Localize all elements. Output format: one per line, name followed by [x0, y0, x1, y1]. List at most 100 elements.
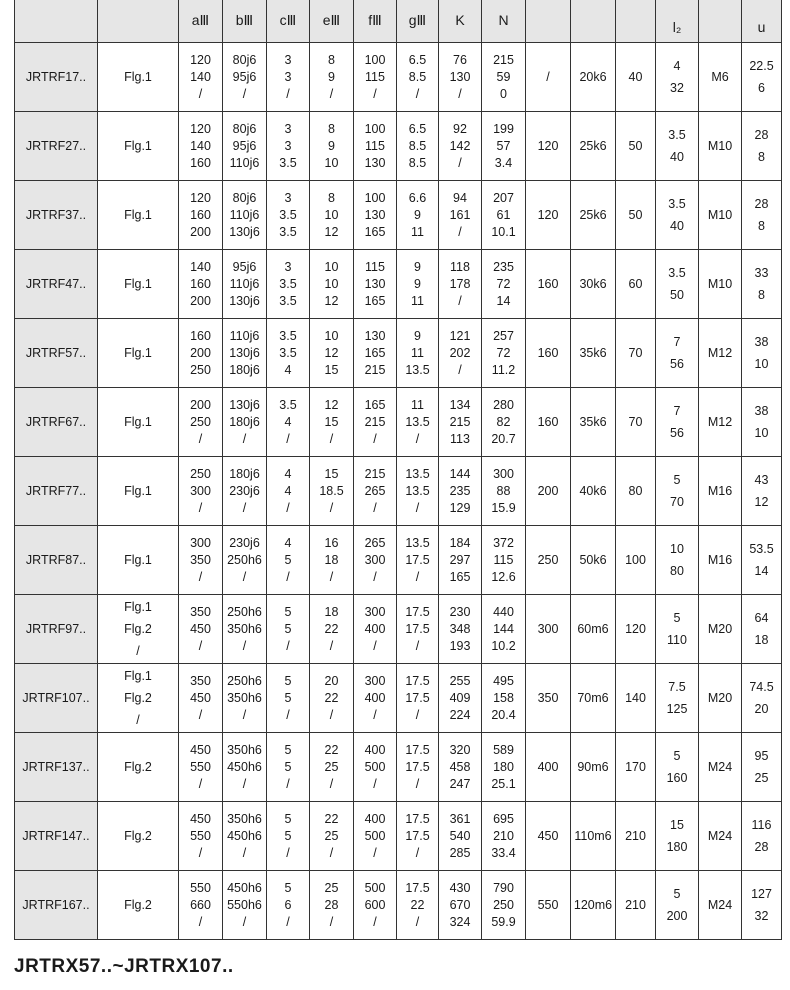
cell-value: 57	[496, 138, 511, 153]
cell-value: 695	[493, 811, 514, 826]
cell-g: 13.5 13.5 /	[396, 456, 439, 526]
column-header: K	[438, 0, 482, 43]
cell-value: 95	[754, 749, 769, 763]
cell-value: /	[198, 500, 203, 515]
cell-value: 300	[364, 552, 386, 567]
cell-f: 100 130 165	[353, 180, 397, 250]
cell-value: 25	[754, 771, 769, 785]
cell-a: 450 550 /	[178, 732, 223, 802]
cell-value: 10	[324, 276, 339, 291]
cell-value: Flg.1	[124, 207, 152, 222]
cell-value: 184	[449, 535, 471, 550]
cell-d: 50k6	[570, 525, 616, 595]
cell-value: 130j6	[229, 345, 260, 360]
table-row: JRTRF107.. Flg.1 Flg.2/350 450/250h6 350h6/5…	[14, 663, 782, 733]
cell-value: /	[329, 845, 334, 860]
cell-value: 8	[328, 190, 335, 205]
cell-value: 56	[670, 357, 684, 371]
cell-e: 8 9 10	[309, 111, 354, 181]
table-row: JRTRF77.. Flg.1 250 300 / 180j6 230j6 / 4 4 / 15 18.…	[14, 456, 782, 526]
cell-s: M12	[698, 387, 742, 457]
cell-value: 265	[364, 483, 386, 498]
cell-value: 400	[364, 621, 386, 636]
cell-s: M10	[698, 249, 742, 319]
cell-f: 115 130 165	[353, 249, 397, 319]
cell-value: 600	[364, 897, 386, 912]
cell-value: 22.5	[749, 59, 774, 73]
cell-value: 200	[190, 345, 211, 360]
cell-c: 3.5 4 /	[266, 387, 310, 457]
cell-value: /	[242, 914, 247, 929]
cell-a: 140 160 200	[178, 249, 223, 319]
cell-value: 300	[190, 483, 211, 498]
cell-g: 6.5 8.5 /	[396, 42, 439, 112]
cell-value: 59.9	[491, 914, 516, 929]
cell-value: 13.5	[405, 535, 430, 550]
cell-a: 300 350 /	[178, 525, 223, 595]
cell-b: 110j6 130j6 180j6	[222, 318, 267, 388]
cell-value: 25	[324, 828, 339, 843]
cell-value: 3.5	[668, 197, 686, 211]
cell-value: 350h6	[227, 690, 262, 705]
cell-d: 35k6	[570, 318, 616, 388]
cell-k: 134 215 113	[438, 387, 482, 457]
cell-value: 540	[449, 828, 471, 843]
cell-g: 13.5 17.5 /	[396, 525, 439, 595]
cell-value: 95j6	[232, 138, 257, 153]
cell-value: 116	[751, 818, 772, 832]
cell-value: 5	[284, 673, 292, 688]
cell-value: 33.4	[491, 845, 516, 860]
cell-g: 17.5 17.5 /	[396, 663, 439, 733]
cell-value: /	[242, 638, 247, 653]
cell-value: 230j6	[229, 483, 260, 498]
cell-value: /	[242, 845, 247, 860]
cell-value: 120	[190, 121, 211, 136]
cell-value: 33	[754, 266, 769, 280]
cell-value: 230	[449, 604, 471, 619]
cell-value: 0	[500, 86, 507, 101]
cell-value: /	[329, 638, 334, 653]
cell-c: 3.5 3.5 4	[266, 318, 310, 388]
cell-l: 40	[615, 42, 656, 112]
cell-value: Flg.1	[124, 345, 152, 360]
cell-e: 20 22 /	[309, 663, 354, 733]
cell-u: 22.5 6	[741, 42, 782, 112]
cell-c11: 120	[525, 180, 571, 250]
cell-c: 5 5 /	[266, 663, 310, 733]
cell-value: 82	[496, 414, 511, 429]
cell-l2: 15 180	[655, 801, 699, 871]
cell-s: M10	[698, 180, 742, 250]
cell-value: 235	[493, 259, 514, 274]
cell-f: 130 165 215	[353, 318, 397, 388]
cell-value: /	[373, 914, 377, 929]
cell-value: 450	[190, 811, 211, 826]
cell-u: 43 12	[741, 456, 782, 526]
cell-value: 140	[190, 138, 211, 153]
cell-l2: 7.5 125	[655, 663, 699, 733]
column-header-label: gⅢ	[408, 12, 427, 28]
cell-s: M20	[698, 594, 742, 664]
cell-value: 129	[449, 500, 471, 515]
cell-s: M24	[698, 732, 742, 802]
cell-b: 80j6 110j6 130j6	[222, 180, 267, 250]
cell-s: M16	[698, 525, 742, 595]
cell-value: 8.5	[408, 155, 427, 170]
section-title: JRTRX57..~JRTRX107..	[14, 956, 234, 977]
cell-s: M24	[698, 801, 742, 871]
cell-value: 350	[190, 673, 211, 688]
cell-l2: 4 32	[655, 42, 699, 112]
cell-value: 12	[324, 397, 339, 412]
cell-value: 28	[754, 197, 769, 211]
cell-fig: Flg.1 Flg.2 /	[97, 663, 179, 733]
cell-value: 10.1	[491, 224, 516, 239]
cell-value: 113	[450, 431, 470, 446]
cell-value: Flg.2	[124, 897, 152, 912]
cell-value: 4	[284, 483, 292, 498]
cell-value: 9	[328, 69, 335, 84]
cell-s: M6	[698, 42, 742, 112]
cell-c11: 160	[525, 249, 571, 319]
cell-e: 12 15 /	[309, 387, 354, 457]
table-row: JRTRF137.. Flg.2 450 550 / 350h6 450h6 / 5 5 / 22 25…	[14, 732, 782, 802]
cell-value: 134	[449, 397, 471, 412]
cell-u: 53.5 14	[741, 525, 782, 595]
